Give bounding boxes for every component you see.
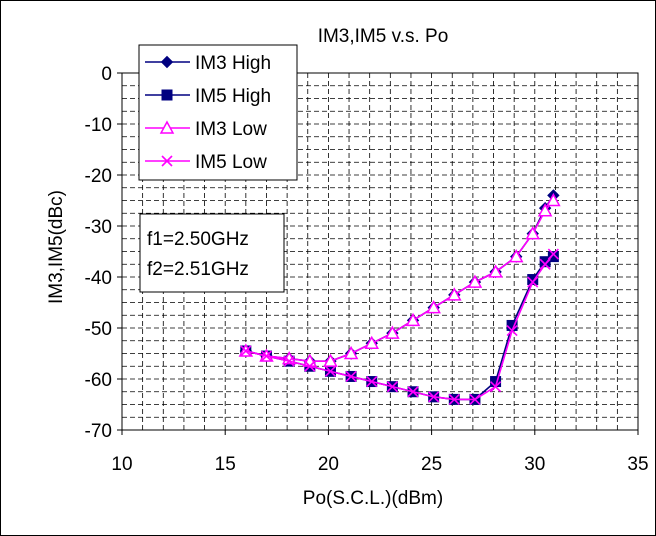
data-point	[283, 355, 295, 367]
x-axis: 10 15 20 25 30 35	[111, 430, 649, 475]
x-tick-label: 35	[627, 454, 648, 475]
plot-area	[121, 72, 639, 431]
data-point	[407, 386, 419, 398]
data-point	[539, 258, 551, 270]
legend-box	[138, 44, 298, 181]
data-point	[547, 251, 559, 263]
x-marker-stroke	[240, 345, 252, 357]
data-point	[428, 391, 440, 403]
annotation-box	[139, 213, 285, 293]
legend-label: IM3 High	[195, 53, 271, 74]
x-marker-stroke	[547, 248, 559, 260]
y-tick-label: 0	[101, 64, 112, 85]
x-marker-stroke	[506, 324, 518, 337]
data-point	[304, 360, 316, 372]
data-point	[260, 350, 273, 362]
data-point	[508, 249, 524, 263]
data-point	[448, 393, 460, 405]
y-tick-label: -60	[85, 370, 112, 391]
x-marker-stroke	[428, 391, 440, 403]
x-tick-label: 30	[524, 454, 545, 475]
legend-marker	[161, 155, 173, 167]
data-point	[467, 274, 483, 288]
data-point	[426, 300, 441, 314]
y-tick-label: -70	[85, 421, 112, 442]
data-point	[527, 276, 539, 288]
y-tick-label: -10	[85, 115, 112, 136]
y-tick-label: -20	[85, 166, 112, 187]
legend: IM3 High IM5 High IM3 Low IM5 Low	[138, 44, 298, 181]
x-marker-stroke	[469, 393, 481, 405]
legend-entry: IM3 High	[145, 53, 271, 74]
x-marker-stroke	[539, 258, 551, 270]
x-marker-stroke	[324, 365, 337, 377]
legend-marker	[161, 89, 173, 101]
x-axis-label: Po(S.C.L.)(dBm)	[303, 488, 443, 509]
data-point	[405, 312, 421, 327]
legend-label: IM5 High	[195, 86, 271, 107]
data-point	[546, 192, 561, 207]
legend-label: IM3 Low	[195, 119, 267, 140]
legend-marker	[160, 55, 174, 69]
chart-title: IM3,IM5 v.s. Po	[318, 26, 449, 47]
data-point	[469, 393, 481, 405]
data-point	[385, 325, 400, 339]
y-tick-label: -40	[85, 268, 112, 289]
data-point	[366, 375, 378, 388]
annotation-f2: f2=2.51GHz	[147, 259, 249, 280]
data-point	[324, 365, 337, 377]
x-tick-label: 25	[421, 454, 442, 475]
data-point	[490, 381, 502, 393]
legend-entry: IM5 Low	[145, 152, 267, 173]
data-point	[506, 324, 518, 337]
data-point	[527, 274, 539, 286]
x-marker-stroke	[407, 386, 419, 398]
annotation-f1: f1=2.50GHz	[147, 229, 249, 250]
data-point	[345, 370, 357, 383]
legend-marker	[159, 120, 175, 134]
data-point	[240, 345, 252, 357]
x-marker-stroke	[386, 381, 398, 393]
data-point	[547, 248, 559, 260]
x-marker-stroke	[345, 370, 357, 383]
x-marker-stroke	[448, 393, 460, 405]
x-marker-stroke	[304, 360, 316, 372]
y-tick-label: -50	[85, 319, 112, 340]
legend-label: IM5 Low	[195, 152, 267, 173]
x-marker-stroke	[490, 381, 502, 393]
data-point	[447, 287, 462, 301]
data-point	[386, 381, 398, 393]
data-point	[488, 264, 503, 278]
series-layer	[238, 189, 561, 405]
x-tick-label: 10	[111, 454, 132, 475]
x-marker-stroke	[260, 350, 273, 362]
x-tick-label: 15	[215, 454, 236, 475]
data-point	[537, 203, 553, 217]
y-tick-label: -30	[85, 217, 112, 238]
x-marker-stroke	[527, 276, 539, 288]
data-point	[525, 226, 540, 240]
x-marker-stroke	[161, 155, 173, 167]
legend-entry: IM3 Low	[145, 119, 267, 140]
data-point	[323, 353, 338, 367]
series-im5-low	[240, 248, 559, 405]
x-marker-stroke	[283, 355, 295, 367]
annotation: f1=2.50GHz f2=2.51GHz	[139, 213, 285, 293]
data-point	[364, 335, 380, 350]
data-point	[343, 345, 359, 360]
x-tick-label: 20	[318, 454, 339, 475]
y-axis-label: IM3,IM5(dBc)	[46, 190, 67, 304]
x-marker-stroke	[366, 375, 378, 388]
legend-entry: IM5 High	[145, 86, 271, 107]
y-axis: 0 -10 -20 -30 -40 -50 -60 -70	[85, 64, 122, 442]
